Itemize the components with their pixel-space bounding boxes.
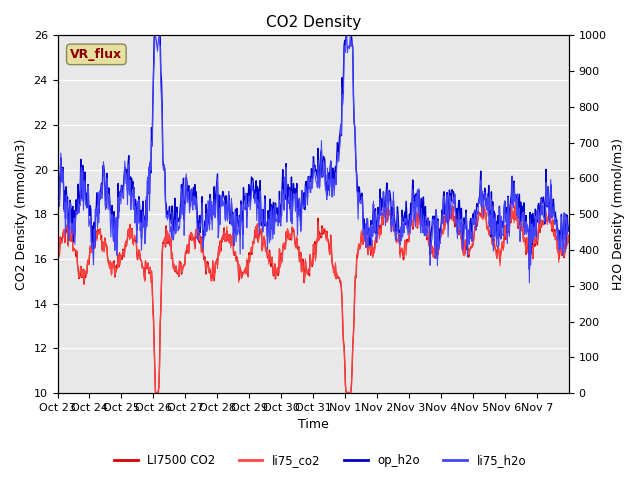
- Title: CO2 Density: CO2 Density: [266, 15, 361, 30]
- Legend: LI7500 CO2, li75_co2, op_h2o, li75_h2o: LI7500 CO2, li75_co2, op_h2o, li75_h2o: [109, 449, 531, 472]
- Y-axis label: CO2 Density (mmol/m3): CO2 Density (mmol/m3): [15, 139, 28, 290]
- X-axis label: Time: Time: [298, 419, 328, 432]
- Text: VR_flux: VR_flux: [70, 48, 122, 61]
- Y-axis label: H2O Density (mmol/m3): H2O Density (mmol/m3): [612, 138, 625, 290]
